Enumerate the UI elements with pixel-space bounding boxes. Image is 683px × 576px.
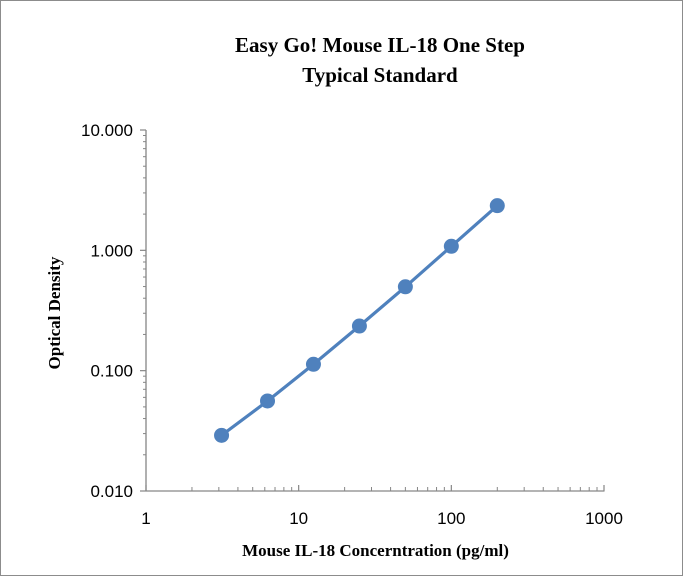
chart-title-line-2: Typical Standard — [302, 63, 458, 87]
data-point — [305, 356, 321, 372]
y-tick-label: 0.010 — [90, 482, 133, 501]
x-tick-label: 1 — [141, 509, 150, 528]
x-tick-label: 100 — [437, 509, 465, 528]
x-axis-label: Mouse IL-18 Concerntration (pg/ml) — [242, 541, 509, 560]
x-tick-label: 1000 — [585, 509, 623, 528]
data-point — [443, 238, 459, 254]
data-point — [214, 427, 230, 443]
data-point — [489, 198, 505, 214]
data-point — [351, 318, 367, 334]
chart-title: Easy Go! Mouse IL-18 One Step Typical St… — [130, 30, 630, 90]
chart-title-line-1: Easy Go! Mouse IL-18 One Step — [235, 33, 525, 57]
y-tick-label: 0.100 — [90, 362, 133, 381]
y-tick-label: 10.000 — [81, 121, 133, 140]
data-point — [260, 393, 276, 409]
data-point — [397, 279, 413, 295]
y-tick-label: 1.000 — [90, 241, 133, 260]
y-axis-label: Optical Density — [45, 256, 64, 370]
x-tick-label: 10 — [289, 509, 308, 528]
